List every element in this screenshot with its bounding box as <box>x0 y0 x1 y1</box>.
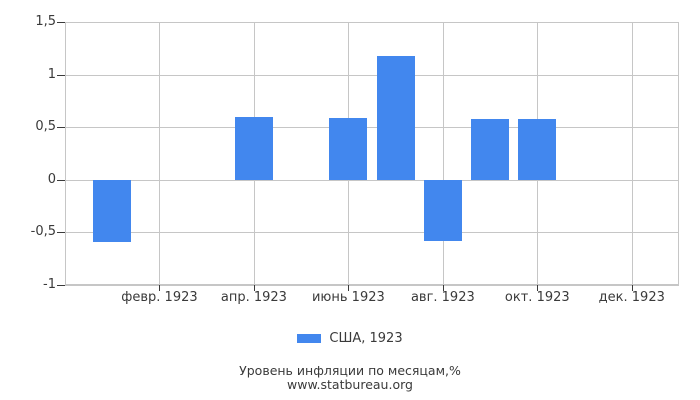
gridline-horizontal <box>65 179 679 181</box>
x-tick-label: авг. 1923 <box>410 290 475 305</box>
gridline-horizontal <box>65 285 679 286</box>
bar-month-8 <box>423 179 462 241</box>
y-tick-label: 1,5 <box>35 14 56 29</box>
x-tick-mark <box>253 285 255 291</box>
y-tick-mark <box>57 179 65 181</box>
plot-frame <box>65 22 679 285</box>
x-tick-mark <box>537 285 539 291</box>
bar-month-4 <box>234 116 273 180</box>
source-url: www.statbureau.org <box>287 376 413 392</box>
y-tick-mark <box>57 285 65 286</box>
y-tick-label: 0,5 <box>35 119 56 135</box>
y-tick-mark <box>57 232 65 234</box>
x-tick-label: июнь 1923 <box>311 290 385 305</box>
gridline-vertical <box>159 22 161 285</box>
y-tick-label: 0 <box>47 171 56 187</box>
x-tick-mark <box>159 285 161 291</box>
x-tick-mark <box>348 285 350 291</box>
x-tick-label: дек. 1923 <box>598 290 665 305</box>
x-tick-label: окт. 1923 <box>504 290 570 305</box>
gridline-horizontal <box>65 22 679 23</box>
bar-month-1 <box>93 179 132 242</box>
legend-swatch <box>297 334 322 343</box>
gridline-horizontal <box>65 232 679 234</box>
x-tick-label: февр. 1923 <box>121 290 198 305</box>
x-tick-mark <box>631 285 633 291</box>
y-tick-label: -1 <box>43 277 56 292</box>
chart-footer: Уровень инфляции по месяцам,% www.statbu… <box>0 364 700 391</box>
x-tick-mark <box>442 285 444 291</box>
chart-title: Уровень инфляции по месяцам,% <box>239 363 461 378</box>
y-tick-mark <box>57 74 65 76</box>
y-tick-label: 1 <box>47 66 56 82</box>
y-tick-mark <box>57 22 65 23</box>
bar-month-10 <box>518 118 557 180</box>
y-tick-label: -0,5 <box>30 224 56 240</box>
x-tick-label: апр. 1923 <box>220 290 287 305</box>
gridline-vertical <box>631 22 633 285</box>
y-tick-mark <box>57 127 65 129</box>
gridline-vertical <box>442 22 444 285</box>
bar-month-6 <box>329 117 368 180</box>
gridline-horizontal <box>65 74 679 76</box>
bar-month-9 <box>471 118 510 180</box>
plot-area <box>65 22 679 286</box>
bar-month-7 <box>376 55 415 180</box>
legend: США, 1923 <box>0 331 700 346</box>
legend-label: США, 1923 <box>329 331 403 346</box>
gridline-horizontal <box>65 127 679 129</box>
